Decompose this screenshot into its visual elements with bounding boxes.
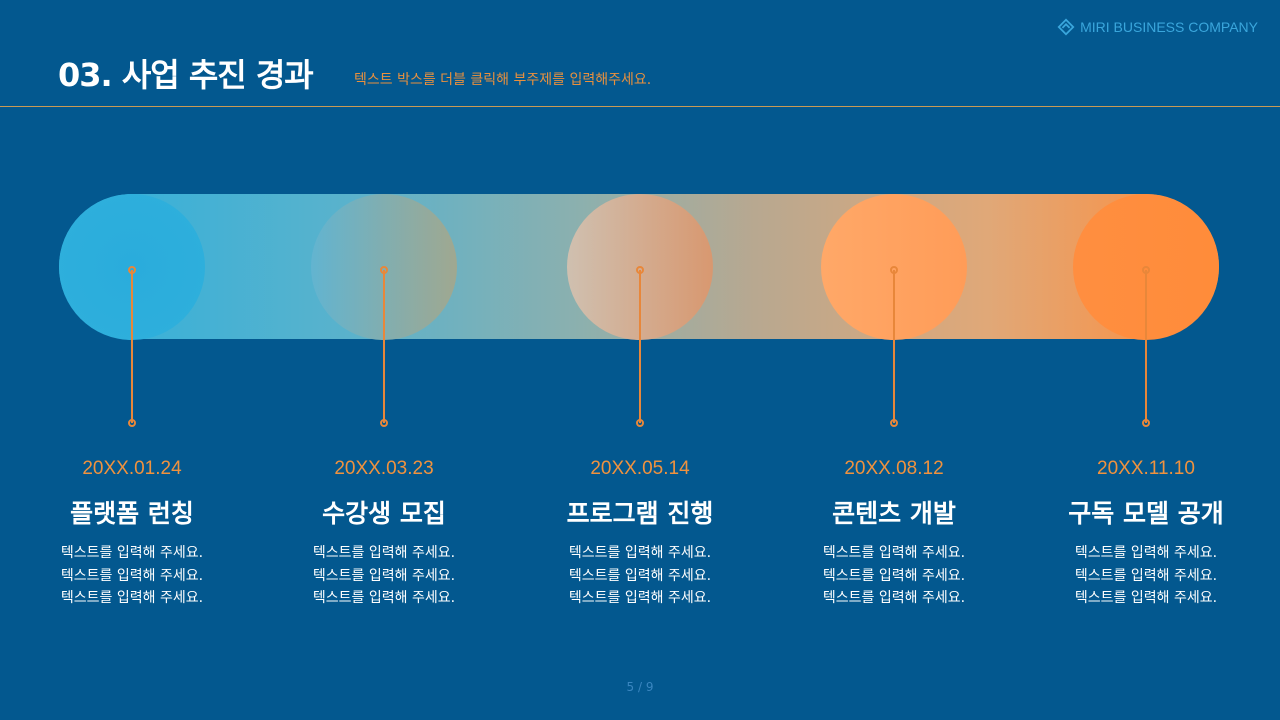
description-line: 텍스트를 입력해 주세요. (60, 545, 204, 561)
description-line: 텍스트를 입력해 주세요. (568, 545, 712, 561)
description-line: 텍스트를 입력해 주세요. (568, 590, 712, 606)
milestone-description: 텍스트를 입력해 주세요. 텍스트를 입력해 주세요. 텍스트를 입력해 주세요. (520, 542, 760, 610)
description-line: 텍스트를 입력해 주세요. (1074, 545, 1218, 561)
milestone-title: 플랫폼 런칭 (70, 499, 194, 528)
timeline-item: 20XX.05.14 프로그램 진행 텍스트를 입력해 주세요. 텍스트를 입력해… (520, 458, 760, 610)
description-line: 텍스트를 입력해 주세요. (60, 590, 204, 606)
connector-dot-top (380, 266, 388, 274)
brand: MIRI BUSINESS COMPANY (1057, 18, 1258, 36)
diamond-logo-icon (1057, 18, 1075, 36)
milestone-title: 콘텐츠 개발 (832, 499, 956, 528)
description-line: 텍스트를 입력해 주세요. (312, 545, 456, 561)
timeline-item: 20XX.08.12 콘텐츠 개발 텍스트를 입력해 주세요. 텍스트를 입력해 … (774, 458, 1014, 610)
timeline-item: 20XX.01.24 플랫폼 런칭 텍스트를 입력해 주세요. 텍스트를 입력해 … (12, 458, 252, 610)
connector-dot-top (1142, 266, 1150, 274)
connector-dot-bottom (636, 419, 644, 427)
timeline-item: 20XX.03.23 수강생 모집 텍스트를 입력해 주세요. 텍스트를 입력해 … (264, 458, 504, 610)
milestone-date: 20XX.11.10 (1097, 458, 1195, 479)
connector-line (131, 270, 133, 423)
connector-line (893, 270, 895, 423)
connector-line (1145, 270, 1147, 423)
milestone-description: 텍스트를 입력해 주세요. 텍스트를 입력해 주세요. 텍스트를 입력해 주세요. (774, 542, 1014, 610)
connector-dot-top (890, 266, 898, 274)
milestone-title: 구독 모델 공개 (1068, 499, 1224, 528)
description-line: 텍스트를 입력해 주세요. (312, 567, 456, 584)
connector-dot-bottom (1142, 419, 1150, 427)
description-line: 텍스트를 입력해 주세요. (822, 590, 966, 606)
description-line: 텍스트를 입력해 주세요. (568, 567, 712, 584)
description-line: 텍스트를 입력해 주세요. (60, 567, 204, 584)
connector-dot-bottom (380, 419, 388, 427)
description-line: 텍스트를 입력해 주세요. (1074, 590, 1218, 606)
header-divider (0, 106, 1280, 107)
milestone-title: 수강생 모집 (322, 499, 446, 528)
connector-dot-bottom (890, 419, 898, 427)
connector-line (383, 270, 385, 423)
milestone-description: 텍스트를 입력해 주세요. 텍스트를 입력해 주세요. 텍스트를 입력해 주세요. (264, 542, 504, 610)
connector-dot-top (128, 266, 136, 274)
connector-dot-bottom (128, 419, 136, 427)
description-line: 텍스트를 입력해 주세요. (1074, 567, 1218, 584)
milestone-description: 텍스트를 입력해 주세요. 텍스트를 입력해 주세요. 텍스트를 입력해 주세요. (12, 542, 252, 610)
description-line: 텍스트를 입력해 주세요. (312, 590, 456, 606)
milestone-date: 20XX.08.12 (844, 458, 944, 479)
timeline-item: 20XX.11.10 구독 모델 공개 텍스트를 입력해 주세요. 텍스트를 입력… (1026, 458, 1266, 610)
description-line: 텍스트를 입력해 주세요. (822, 545, 966, 561)
connector-dot-top (636, 266, 644, 274)
milestone-date: 20XX.05.14 (590, 458, 690, 479)
description-line: 텍스트를 입력해 주세요. (822, 567, 966, 584)
milestone-date: 20XX.03.23 (334, 458, 434, 479)
connector-line (639, 270, 641, 423)
page-number: 5 / 9 (626, 680, 654, 694)
milestone-date: 20XX.01.24 (82, 458, 182, 479)
milestone-title: 프로그램 진행 (566, 499, 714, 528)
brand-name: MIRI BUSINESS COMPANY (1080, 19, 1258, 35)
page-subtitle: 텍스트 박스를 더블 클릭해 부주제를 입력해주세요. (354, 72, 652, 88)
milestone-description: 텍스트를 입력해 주세요. 텍스트를 입력해 주세요. 텍스트를 입력해 주세요. (1026, 542, 1266, 610)
page-title: 03. 사업 추진 경과 (58, 56, 314, 94)
